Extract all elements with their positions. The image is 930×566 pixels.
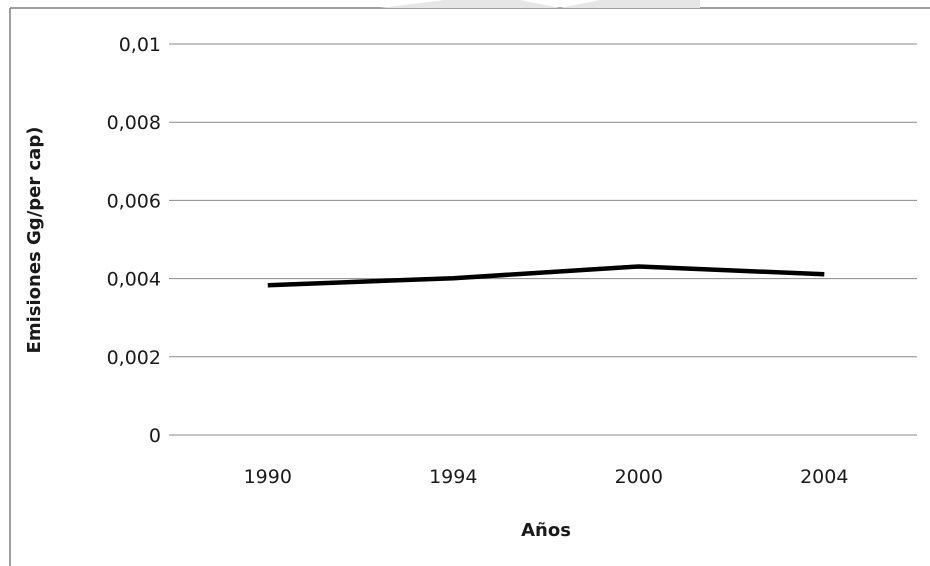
series-line xyxy=(267,264,825,288)
y-tick-label: 0,004 xyxy=(107,269,161,291)
series-layer xyxy=(267,264,825,288)
x-tick-label: 1994 xyxy=(429,466,477,488)
y-tick-labels: 0 0,002 0,004 0,006 0,008 0,01 xyxy=(107,34,161,447)
top-border-artifact xyxy=(380,0,700,8)
x-tick-label: 2000 xyxy=(615,466,663,488)
x-tick-labels: 1990 1994 2000 2004 xyxy=(244,466,849,488)
y-tick-label: 0,006 xyxy=(107,190,161,212)
y-tick-label: 0,01 xyxy=(119,34,161,56)
y-tick-label: 0 xyxy=(149,425,161,447)
y-tick-label: 0,002 xyxy=(107,347,161,369)
y-axis-title: Emisiones Gg/per cap) xyxy=(24,127,45,354)
x-axis-title: Años xyxy=(521,520,571,541)
gridlines xyxy=(169,43,917,436)
x-tick-label: 1990 xyxy=(244,466,292,488)
x-tick-label: 2004 xyxy=(800,466,848,488)
y-tick-label: 0,008 xyxy=(107,112,161,134)
